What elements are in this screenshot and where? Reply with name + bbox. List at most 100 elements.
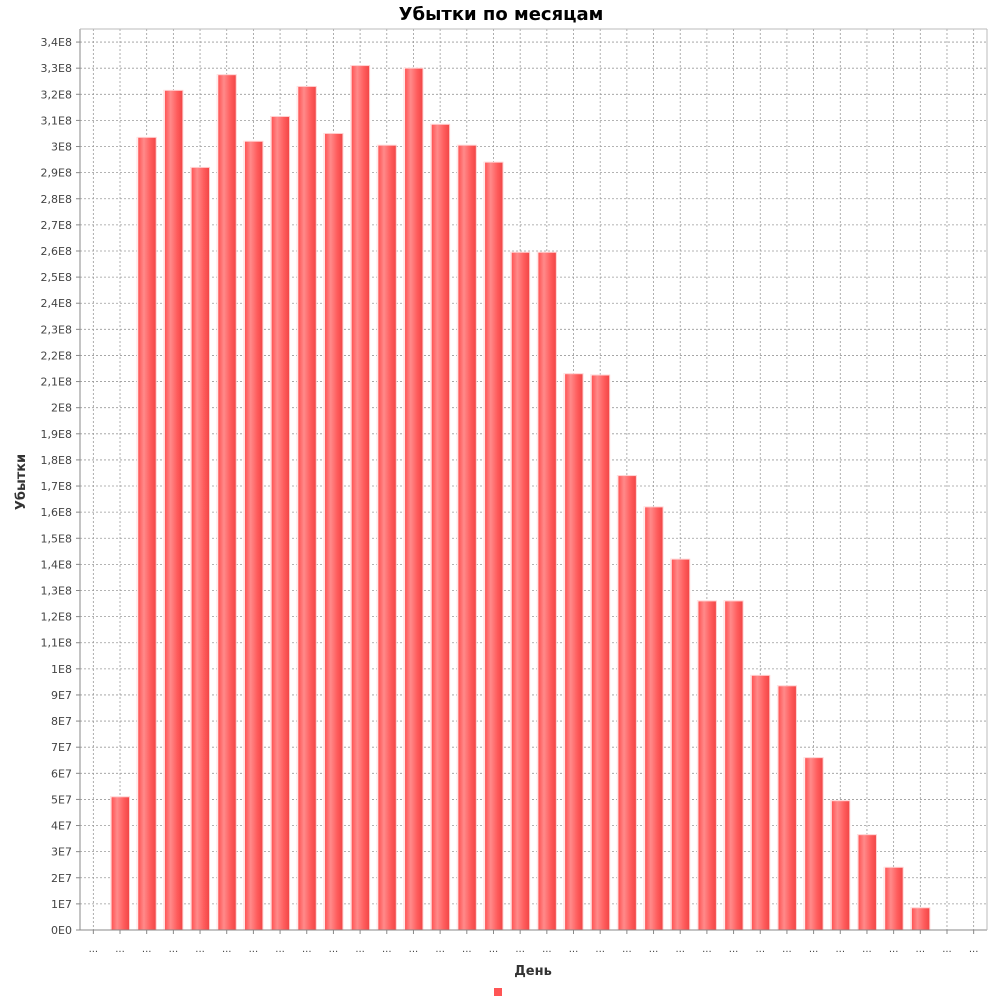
y-tick-label: 2,2E8 [41,349,72,362]
x-tick-label: ... [729,944,739,955]
bar-rect [563,373,584,931]
bar [350,65,371,931]
bar [590,374,611,931]
bar [376,144,397,931]
bar-rect [216,74,237,931]
y-tick-label: 2,9E8 [41,167,72,180]
y-tick-label: 4E7 [51,820,72,833]
bar-rect [430,123,451,931]
x-tick-label: ... [409,944,419,955]
bar [563,373,584,931]
y-tick-label: 5E7 [51,793,72,806]
x-tick-label: ... [649,944,659,955]
y-tick-label: 1,2E8 [41,611,72,624]
bar-rect [670,558,691,931]
bar [856,834,877,931]
bar-rect [696,600,717,931]
bar-rect [536,251,557,931]
bar [723,600,744,931]
bar-rect [270,115,291,931]
bar [803,757,824,931]
x-tick-label: ... [942,944,952,955]
bar-rect [910,907,931,931]
x-tick-label: ... [249,944,259,955]
bar [616,475,637,931]
bar-rect [163,89,184,931]
bar [456,144,477,931]
bar-rect [616,475,637,931]
bars [110,65,931,931]
bar-rect [750,674,771,931]
x-tick-label: ... [969,944,979,955]
bar-rect [590,374,611,931]
y-axis-label: Убытки [14,454,29,510]
bar-rect [883,866,904,931]
bar-rect [243,140,264,931]
bar [776,685,797,931]
bar-rect [483,161,504,931]
x-tick-label: ... [782,944,792,955]
x-tick-label: ... [542,944,552,955]
bar-rect [830,800,851,931]
y-tick-label: 2,8E8 [41,193,72,206]
y-tick-label: 3,2E8 [41,88,72,101]
y-tick-label: 8E7 [51,715,72,728]
bar [510,251,531,931]
x-tick-label: ... [916,944,926,955]
y-tick-label: 2,6E8 [41,245,72,258]
y-tick-label: 1,3E8 [41,584,72,597]
bar [536,251,557,931]
y-tick-label: 1,4E8 [41,558,72,571]
y-tick-label: 2,1E8 [41,376,72,389]
bar-rect [510,251,531,931]
x-tick-label: ... [569,944,579,955]
bar [323,132,344,931]
bar [643,506,664,931]
y-tick-label: 1,1E8 [41,637,72,650]
chart-title: Убытки по месяцам [399,4,604,25]
y-tick-label: 3E8 [51,141,72,154]
bar-rect [136,136,157,931]
x-tick-label: ... [222,944,232,955]
bar [296,85,317,931]
x-tick-label: ... [702,944,712,955]
bar [696,600,717,931]
bar [483,161,504,931]
bar-rect [723,600,744,931]
bar-rect [776,685,797,931]
bar-rect [403,67,424,931]
grid-lines [80,29,987,931]
bar [403,67,424,931]
y-tick-label: 1E7 [51,898,72,911]
x-tick-label: ... [89,944,99,955]
bar [216,74,237,931]
x-tick-label: ... [302,944,312,955]
x-tick-label: ... [809,944,819,955]
x-tick-label: ... [329,944,339,955]
y-tick-label: 3,4E8 [41,36,72,49]
y-tick-label: 2,4E8 [41,297,72,310]
bar [830,800,851,931]
y-tick-label: 7E7 [51,741,72,754]
y-tick-label: 1,6E8 [41,506,72,519]
y-tick-label: 3,1E8 [41,114,72,127]
x-tick-label: ... [515,944,525,955]
bar-rect [376,144,397,931]
x-tick-label: ... [435,944,445,955]
x-tick-label: ... [195,944,205,955]
x-tick-label: ... [489,944,499,955]
bar [883,866,904,931]
bar [430,123,451,931]
bar-rect [110,796,131,931]
legend-swatch [494,988,502,996]
bar [243,140,264,931]
x-axis-ticks: ........................................… [89,930,979,955]
x-tick-label: ... [862,944,872,955]
bar-rect [856,834,877,931]
bar-rect [296,85,317,931]
x-tick-label: ... [169,944,179,955]
legend [494,988,502,996]
bar [190,166,211,931]
bar [136,136,157,931]
plot-background [80,29,987,930]
